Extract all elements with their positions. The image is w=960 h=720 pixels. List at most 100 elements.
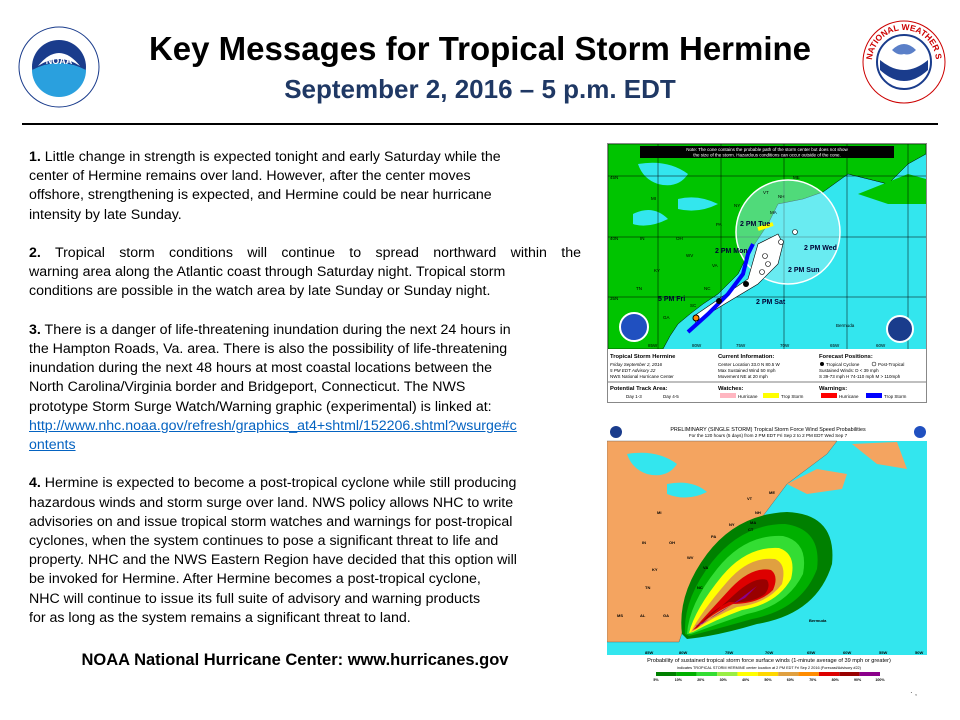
message-line: the Hampton Roads, Va. area. There is al… xyxy=(29,341,508,357)
svg-text:MI: MI xyxy=(657,510,661,515)
scale-label: 20% xyxy=(697,678,705,682)
scale-swatch xyxy=(839,672,860,676)
svg-text:Warnings:: Warnings: xyxy=(819,386,847,392)
message-2: 2. Tropical storm conditions will contin… xyxy=(29,244,581,302)
svg-text:ME: ME xyxy=(769,490,775,495)
svg-text:TN: TN xyxy=(645,585,650,590)
scale-label: 70% xyxy=(809,678,817,682)
svg-text:60W: 60W xyxy=(843,650,851,655)
svg-text:PA: PA xyxy=(711,534,716,539)
message-line: for as long as the system remains a sign… xyxy=(29,609,411,626)
svg-text:Hurricane: Hurricane xyxy=(738,394,758,399)
message-line: Hermine is expected to become a post-tro… xyxy=(44,475,517,492)
svg-text:IN: IN xyxy=(642,540,646,545)
svg-text:VA: VA xyxy=(712,263,718,268)
svg-text:IN: IN xyxy=(640,236,645,241)
svg-text:35N: 35N xyxy=(610,296,618,301)
message-line: NHC will continue to issue its full suit… xyxy=(29,590,481,607)
message-line: intensity by late Sunday. xyxy=(29,206,182,223)
svg-text:Friday September 2, 2016: Friday September 2, 2016 xyxy=(610,362,663,367)
message-number: 3. xyxy=(29,321,41,338)
prob-map-title: PRELIMINARY (SINGLE STORM) Tropical Stor… xyxy=(670,427,866,433)
svg-text:NOAA: NOAA xyxy=(46,56,73,66)
svg-text:5 PM Fri: 5 PM Fri xyxy=(658,296,685,303)
page-title: Key Messages for Tropical Storm Hermine xyxy=(148,30,812,67)
svg-text:GA: GA xyxy=(663,613,669,618)
scale-swatch xyxy=(818,672,840,676)
scale-swatch xyxy=(676,672,697,676)
svg-text:ME: ME xyxy=(793,175,800,180)
svg-text:S 39-73 mph H 74-110 mph M: S 39-73 mph H 74-110 mph M > 110mph xyxy=(819,374,901,379)
page-subtitle: September 2, 2016 – 5 p.m. EDT xyxy=(284,74,676,104)
scale-label: 40% xyxy=(742,678,750,682)
svg-text:TN: TN xyxy=(636,286,642,291)
scale-swatch xyxy=(798,672,819,676)
message-line: center of Hermine remains over land. How… xyxy=(29,168,471,185)
svg-text:2 PM Sat: 2 PM Sat xyxy=(756,299,786,306)
scale-swatch xyxy=(757,672,779,676)
svg-text:NWS National Hurricane Center: NWS National Hurricane Center xyxy=(610,374,674,379)
footer-credit: NOAA National Hurricane Center: www.hurr… xyxy=(81,651,509,669)
svg-text:VT: VT xyxy=(747,496,753,501)
storm-surge-link[interactable]: http://www.nhc.noaa.gov/refresh/graphics… xyxy=(29,417,517,454)
message-line: conditions are possible in the watch are… xyxy=(29,283,491,300)
svg-text:Day 1-3: Day 1-3 xyxy=(626,394,642,399)
message-line: prototype Storm Surge Watch/Warning grap… xyxy=(29,398,492,415)
svg-text:55W: 55W xyxy=(879,650,887,655)
message-number: 2. xyxy=(29,245,41,261)
svg-text:NH: NH xyxy=(755,510,761,515)
prob-map-indicator: indicates TROPICAL STORM HERMINE center … xyxy=(677,666,862,670)
svg-text:Potential Track Area:: Potential Track Area: xyxy=(610,386,668,392)
svg-text:CT: CT xyxy=(748,527,754,532)
message-line: inundation during the next 48 hours at m… xyxy=(29,360,492,377)
svg-text:Hurricane: Hurricane xyxy=(839,394,859,399)
svg-text:60W: 60W xyxy=(876,343,886,348)
svg-text:Tropical Storm Hermine: Tropical Storm Hermine xyxy=(610,354,676,360)
scale-label: 10% xyxy=(675,678,683,682)
svg-text:85W: 85W xyxy=(648,343,658,348)
svg-text:2 PM Wed: 2 PM Wed xyxy=(804,245,837,252)
message-number: 1. xyxy=(29,149,41,165)
svg-text:NY: NY xyxy=(734,203,740,208)
message-line: be invoked for Hermine. After Hermine be… xyxy=(29,571,481,588)
message-4: 4. Hermine is expected to become a post-… xyxy=(29,474,581,628)
svg-text:Bermuda: Bermuda xyxy=(836,323,855,328)
svg-text:WV: WV xyxy=(687,555,694,560)
svg-text:KY: KY xyxy=(652,567,658,572)
svg-text:NC: NC xyxy=(704,286,711,291)
svg-text:Movement NE at 20 mph: Movement NE at 20 mph xyxy=(718,374,768,379)
scale-label: 50% xyxy=(764,678,772,682)
message-line: There is a danger of life-threatening in… xyxy=(44,321,511,338)
svg-text:OH: OH xyxy=(669,540,675,545)
scale-label: 5% xyxy=(653,678,659,682)
scale-swatch xyxy=(696,672,718,676)
svg-text:Tropical Cyclone: Tropical Cyclone xyxy=(826,362,860,367)
message-line: advisories on and issue tropical storm w… xyxy=(29,513,513,530)
svg-text:Current Information:: Current Information: xyxy=(718,354,774,360)
message-line: Little change in strength is expected to… xyxy=(44,149,501,165)
scale-label: 60% xyxy=(787,678,795,682)
svg-text:Center Location 33.0 N 80.5 W: Center Location 33.0 N 80.5 W xyxy=(718,362,781,367)
message-line: hazardous winds and storm surge over lan… xyxy=(29,494,514,511)
svg-text:5 PM EDT Advisory 22: 5 PM EDT Advisory 22 xyxy=(610,368,656,373)
scale-swatch xyxy=(859,672,880,676)
scale-swatch xyxy=(656,672,677,676)
probability-scale: 5% 10% 20% 30% 40% 50% 60% 70% 80% 90% 100% xyxy=(653,672,885,682)
probability-contours xyxy=(681,512,833,639)
svg-text:70W: 70W xyxy=(765,650,773,655)
svg-text:Bermuda: Bermuda xyxy=(809,618,827,623)
svg-text:VA: VA xyxy=(703,565,708,570)
cone-note: the size of the storm. Hazardous conditi… xyxy=(693,153,841,158)
scale-swatch xyxy=(778,672,799,676)
message-line: property. NHC and the NWS Eastern Region… xyxy=(29,552,517,569)
svg-text:Trop Storm: Trop Storm xyxy=(781,394,804,399)
svg-text:Day 4-5: Day 4-5 xyxy=(663,394,679,399)
svg-text:Post-Tropical: Post-Tropical xyxy=(878,362,904,367)
scale-swatch xyxy=(737,672,758,676)
scale-label: 90% xyxy=(854,678,862,682)
svg-text:Forecast Positions:: Forecast Positions: xyxy=(819,354,873,360)
message-line: offshore, strengthening is expected, and… xyxy=(29,187,492,204)
svg-text:80W: 80W xyxy=(692,343,702,348)
svg-text:MI: MI xyxy=(651,196,656,201)
svg-text:50W: 50W xyxy=(915,650,923,655)
